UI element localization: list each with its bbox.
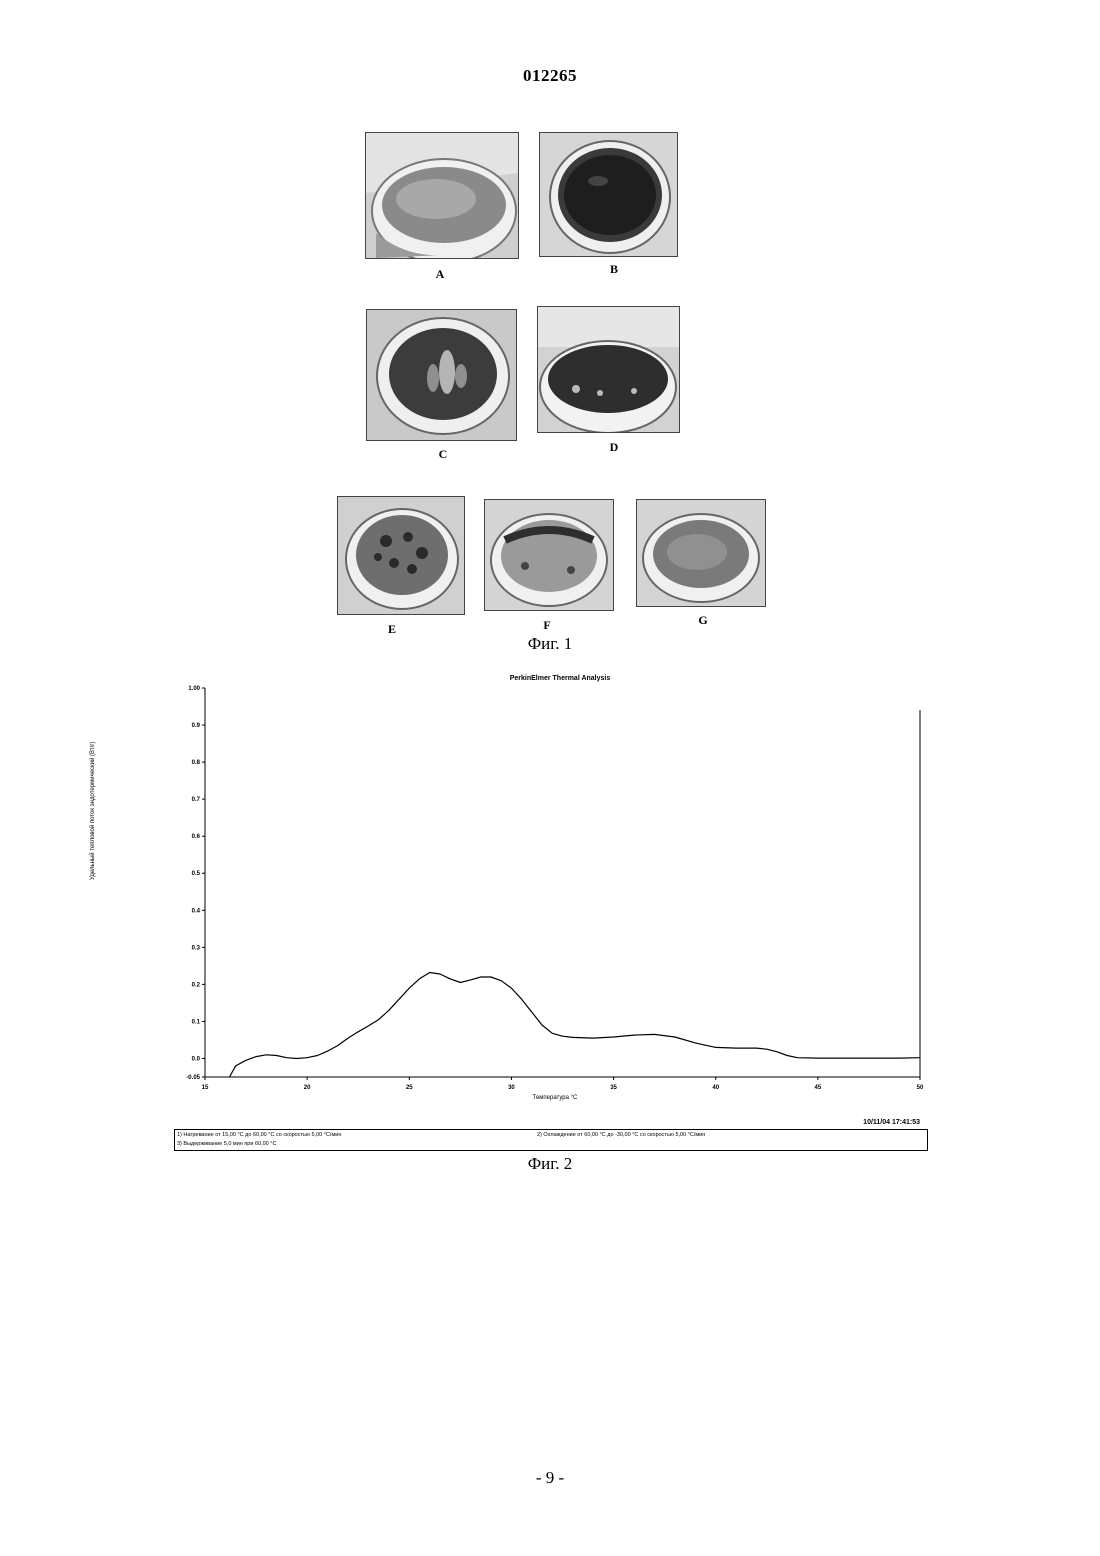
chart-y-axis-label: Удельный тепловой поток эндотермический … bbox=[90, 680, 96, 880]
y-tick-label: 0.9 bbox=[192, 723, 201, 729]
photo-panel-g bbox=[636, 499, 766, 607]
x-tick-label: 50 bbox=[917, 1085, 924, 1091]
y-tick-label: -0.05 bbox=[186, 1075, 200, 1081]
panel-label-c: C bbox=[423, 447, 463, 462]
panel-label-d: D bbox=[594, 440, 634, 455]
photo-panel-f bbox=[484, 499, 614, 611]
panel-label-a: A bbox=[420, 267, 460, 282]
method-step-1: 1) Нагревание от 15,00 °С до 60,00 °С со… bbox=[177, 1132, 341, 1138]
figure1-caption: Фиг. 1 bbox=[0, 634, 1100, 654]
chart-timestamp: 10/11/04 17:41:53 bbox=[780, 1119, 920, 1126]
panel-label-g: G bbox=[683, 613, 723, 628]
photo-panel-a bbox=[365, 132, 519, 259]
x-tick-label: 25 bbox=[406, 1085, 413, 1091]
y-tick-label: 0.6 bbox=[192, 834, 201, 840]
chart-x-axis-label: Температура °С bbox=[480, 1095, 630, 1101]
x-tick-label: 40 bbox=[712, 1085, 719, 1091]
x-tick-label: 20 bbox=[304, 1085, 311, 1091]
panel-label-f: F bbox=[527, 618, 567, 633]
x-tick-label: 45 bbox=[815, 1085, 822, 1091]
x-tick-label: 35 bbox=[610, 1085, 617, 1091]
x-tick-label: 30 bbox=[508, 1085, 515, 1091]
photo-panel-e bbox=[337, 496, 465, 615]
y-tick-label: 0.7 bbox=[192, 797, 201, 803]
page-number: - 9 - bbox=[0, 1468, 1100, 1488]
document-number: 012265 bbox=[0, 66, 1100, 86]
method-step-2: 2) Охлаждение от 60,00 °С до -30,00 °С с… bbox=[537, 1132, 705, 1138]
photo-panel-c bbox=[366, 309, 517, 441]
figure2-caption: Фиг. 2 bbox=[0, 1154, 1100, 1174]
y-tick-label: 0.8 bbox=[192, 760, 201, 766]
method-step-3: 3) Выдерживание 5,0 мин при 60,00 °С bbox=[177, 1141, 276, 1147]
method-steps-box: 1) Нагревание от 15,00 °С до 60,00 °С со… bbox=[174, 1129, 928, 1151]
y-tick-label: 0.1 bbox=[192, 1019, 201, 1025]
series-line bbox=[230, 973, 921, 1078]
y-tick-label: 0.2 bbox=[192, 982, 201, 988]
photo-panel-b bbox=[539, 132, 678, 257]
y-tick-label: 0.5 bbox=[192, 871, 201, 877]
y-tick-label: 0.3 bbox=[192, 945, 201, 951]
x-tick-label: 15 bbox=[202, 1085, 209, 1091]
photo-panel-d bbox=[537, 306, 680, 433]
y-tick-label: 0.4 bbox=[192, 908, 201, 914]
y-tick-label: 1.00 bbox=[188, 686, 200, 692]
dsc-chart: -0.05 0.0 0.1 0.2 0.3 0.4 0.5 0.6 0.7 0.8 0.9 1.00 1… bbox=[170, 680, 930, 1100]
y-tick-label: 0.0 bbox=[192, 1056, 201, 1062]
panel-label-b: B bbox=[594, 262, 634, 277]
